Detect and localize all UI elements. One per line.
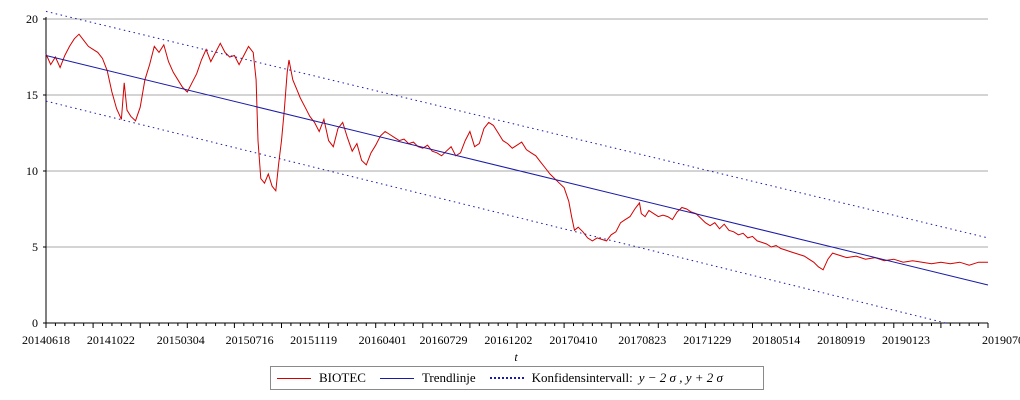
axes bbox=[43, 17, 989, 328]
x-tick-label-20150304: 20150304 bbox=[157, 333, 205, 347]
x-tick-labels: 20140618 20141022 20150304 20150716 20151119… bbox=[22, 333, 1020, 347]
x-axis-title: t bbox=[514, 350, 518, 364]
series-lines bbox=[45, 10, 989, 324]
legend-label-konfidensintervall: Konfidensintervall: bbox=[531, 370, 633, 385]
x-tick-label-20160401: 20160401 bbox=[359, 333, 407, 347]
legend-swatch-trendlinje bbox=[379, 377, 414, 379]
x-tick-label-20180919: 20180919 bbox=[817, 333, 865, 347]
y-tick-label-20: 20 bbox=[26, 12, 38, 26]
chart-legend: BIOTEC Trendlinje Konfidensintervall: y … bbox=[270, 366, 764, 390]
y-tick-labels: 0 5 10 15 20 bbox=[26, 12, 38, 330]
legend-expr-konfidensintervall: y − 2 σ , y + 2 σ bbox=[638, 370, 723, 385]
x-tick-label-20160729: 20160729 bbox=[420, 333, 468, 347]
legend-label-biotec: BIOTEC bbox=[319, 370, 366, 385]
x-tick-label-20140618: 20140618 bbox=[22, 333, 70, 347]
x-tick-label-20171229: 20171229 bbox=[683, 333, 731, 347]
series-line-konfidensintervall-3 bbox=[45, 100, 946, 324]
series-line-konfidensintervall-2 bbox=[45, 10, 989, 239]
x-tick-label-20190123: 20190123 bbox=[882, 333, 930, 347]
legend-swatch-biotec bbox=[277, 377, 311, 379]
x-tick-label-20161202: 20161202 bbox=[484, 333, 532, 347]
x-tick-label-20141022: 20141022 bbox=[87, 333, 135, 347]
legend-item-trendlinje: Trendlinje bbox=[379, 370, 476, 386]
y-tick-label-10: 10 bbox=[26, 164, 38, 178]
legend-swatch-konfidensintervall bbox=[489, 377, 524, 379]
legend-item-konfidensintervall: Konfidensintervall: y − 2 σ , y + 2 σ bbox=[489, 370, 723, 386]
legend-label-trendlinje: Trendlinje bbox=[421, 370, 476, 385]
grid-lines bbox=[46, 18, 988, 248]
series-line-trendlinje-1 bbox=[45, 55, 989, 286]
series-line-biotec-0 bbox=[45, 33, 988, 271]
x-tick-label-20190705: 20190705 bbox=[982, 333, 1020, 347]
x-tick-label-20151119: 20151119 bbox=[290, 333, 337, 347]
y-tick-label-5: 5 bbox=[32, 240, 38, 254]
y-tick-label-0: 0 bbox=[32, 316, 38, 330]
x-tick-label-20180514: 20180514 bbox=[752, 333, 800, 347]
y-tick-label-15: 15 bbox=[26, 88, 38, 102]
x-tick-label-20170410: 20170410 bbox=[549, 333, 597, 347]
x-tick-label-20170823: 20170823 bbox=[618, 333, 666, 347]
x-tick-label-20150716: 20150716 bbox=[226, 333, 274, 347]
legend-item-biotec: BIOTEC bbox=[277, 370, 366, 386]
